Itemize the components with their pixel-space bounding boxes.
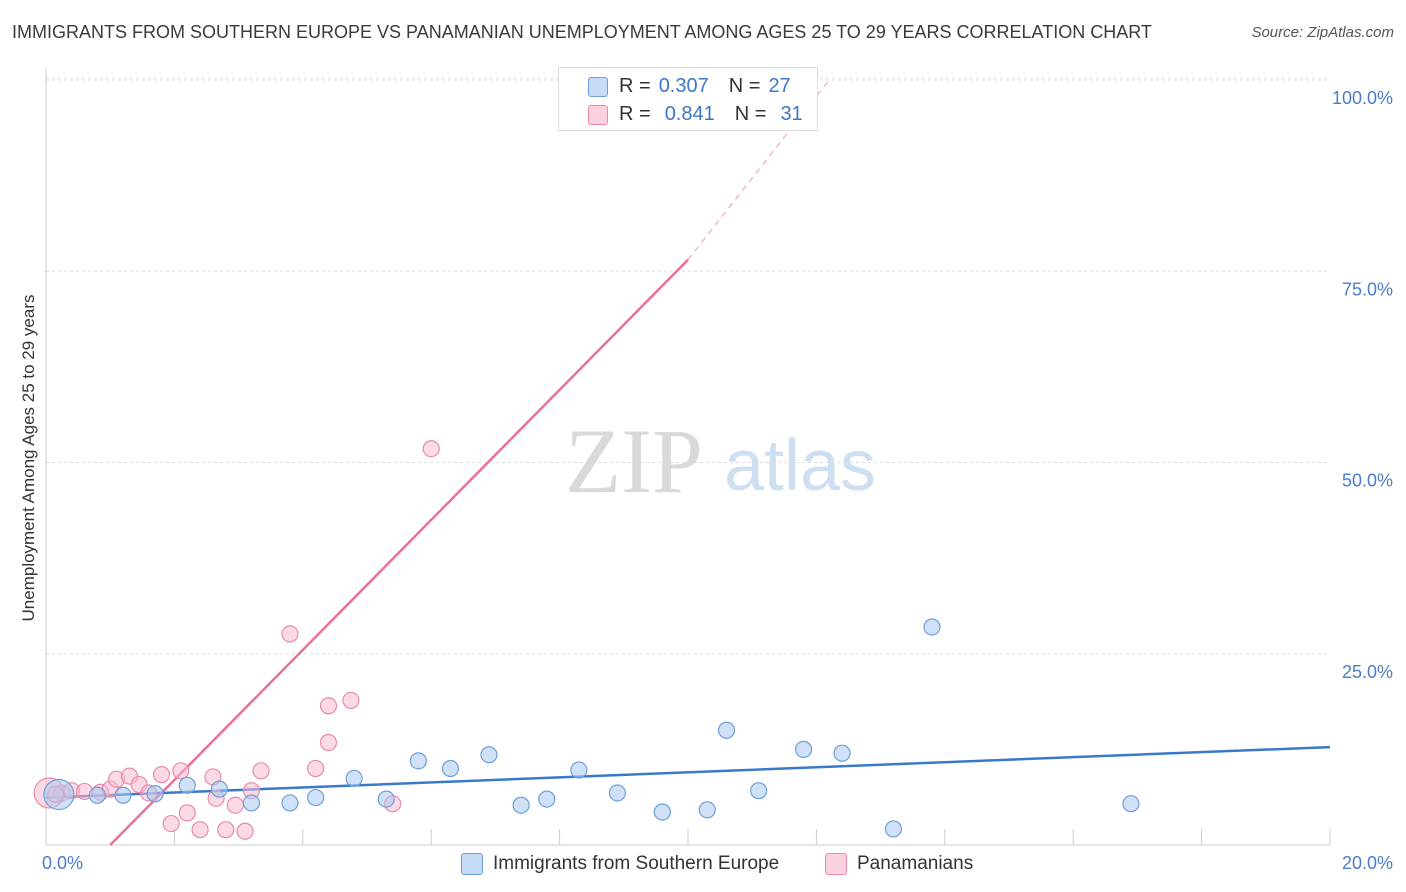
grid-layer xyxy=(46,77,1330,655)
trend-line-pink xyxy=(109,258,689,846)
data-point-pink xyxy=(307,759,325,778)
legend-swatch-blue xyxy=(588,77,608,97)
tick-label-layer: 25.0% 50.0% 75.0% 100.0% 0.0% 20.0% xyxy=(42,88,1393,873)
y-axis-label: Unemployment Among Ages 25 to 29 years xyxy=(19,295,38,622)
legend-n-label: N = xyxy=(734,102,767,125)
trend-line-blue xyxy=(45,745,1331,799)
chart-source: Source: ZipAtlas.com xyxy=(1251,24,1394,41)
data-point-blue xyxy=(570,761,588,779)
data-point-blue xyxy=(833,744,851,762)
data-point-blue xyxy=(409,752,427,770)
data-point-blue xyxy=(345,769,363,788)
data-point-blue xyxy=(307,788,325,807)
data-point-blue xyxy=(884,820,903,838)
series-legend-blue: Immigrants from Southern Europe xyxy=(461,852,779,876)
y-tick-label: 100.0% xyxy=(1332,88,1393,108)
data-point-blue xyxy=(88,786,106,804)
data-point-blue xyxy=(114,786,132,804)
axis-layer xyxy=(45,68,1331,846)
y-tick-label: 75.0% xyxy=(1342,279,1393,299)
legend-n-value: 31 xyxy=(780,102,803,125)
data-point-pink xyxy=(319,697,338,715)
data-point-blue xyxy=(512,796,530,814)
x-tick-label: 20.0% xyxy=(1342,853,1393,873)
series-swatch-pink xyxy=(825,853,847,875)
data-point-pink xyxy=(422,440,440,458)
data-point-pink xyxy=(226,796,244,814)
data-point-pink xyxy=(178,804,196,822)
data-point-blue xyxy=(210,780,228,798)
data-point-blue xyxy=(146,785,164,803)
watermark: ZIP atlas xyxy=(565,410,876,512)
series-name-blue: Immigrants from Southern Europe xyxy=(493,853,780,874)
legend-r-value: 0.307 xyxy=(658,74,709,97)
watermark-atlas: atlas xyxy=(724,426,876,506)
data-point-pink xyxy=(152,766,171,784)
data-point-blue xyxy=(608,784,626,802)
legend-row-series2: R = 0.841 N = 31 xyxy=(619,100,803,128)
data-point-blue xyxy=(923,618,941,636)
data-point-blue xyxy=(538,790,556,808)
points-layer xyxy=(33,71,1140,840)
data-point-pink xyxy=(252,762,270,780)
data-point-blue xyxy=(698,801,716,819)
legend-n-label: N = xyxy=(728,74,761,97)
watermark-zip: ZIP xyxy=(565,410,703,512)
correlation-legend: R = 0.307 N = 27 R = 0.841 N = 31 xyxy=(558,67,818,131)
legend-row-series1: R = 0.307 N = 27 xyxy=(619,72,791,100)
data-point-pink xyxy=(281,625,299,643)
series-legend-pink: Panamanians xyxy=(825,852,973,876)
data-point-blue xyxy=(750,782,768,800)
data-point-blue xyxy=(480,746,498,764)
data-point-blue xyxy=(653,803,671,821)
legend-r-label: R = xyxy=(619,74,651,97)
data-point-pink xyxy=(217,821,235,839)
data-point-pink xyxy=(191,821,209,839)
chart-title: IMMIGRANTS FROM SOUTHERN EUROPE VS PANAM… xyxy=(12,22,1152,42)
data-point-pink xyxy=(236,822,254,840)
data-point-blue xyxy=(242,794,261,812)
data-point-blue xyxy=(1122,795,1140,813)
data-point-blue xyxy=(717,721,736,739)
data-point-blue xyxy=(441,759,460,778)
series-swatch-blue xyxy=(461,853,483,875)
data-point-blue xyxy=(43,778,75,811)
y-tick-label: 25.0% xyxy=(1342,662,1393,682)
data-point-blue xyxy=(178,776,196,794)
y-tick-label: 50.0% xyxy=(1342,471,1393,491)
x-tick-label: 0.0% xyxy=(42,853,83,873)
data-point-pink xyxy=(172,762,190,780)
legend-r-label: R = xyxy=(619,102,651,125)
data-point-blue xyxy=(794,740,813,758)
data-point-pink xyxy=(319,733,338,752)
legend-swatch-pink xyxy=(588,105,608,125)
legend-r-value: 0.841 xyxy=(664,102,715,125)
data-point-blue xyxy=(281,794,299,812)
data-point-pink xyxy=(162,814,180,833)
legend-n-value: 27 xyxy=(768,74,791,97)
data-point-pink xyxy=(342,691,360,710)
series-name-pink: Panamanians xyxy=(857,853,974,874)
data-point-blue xyxy=(377,790,395,808)
